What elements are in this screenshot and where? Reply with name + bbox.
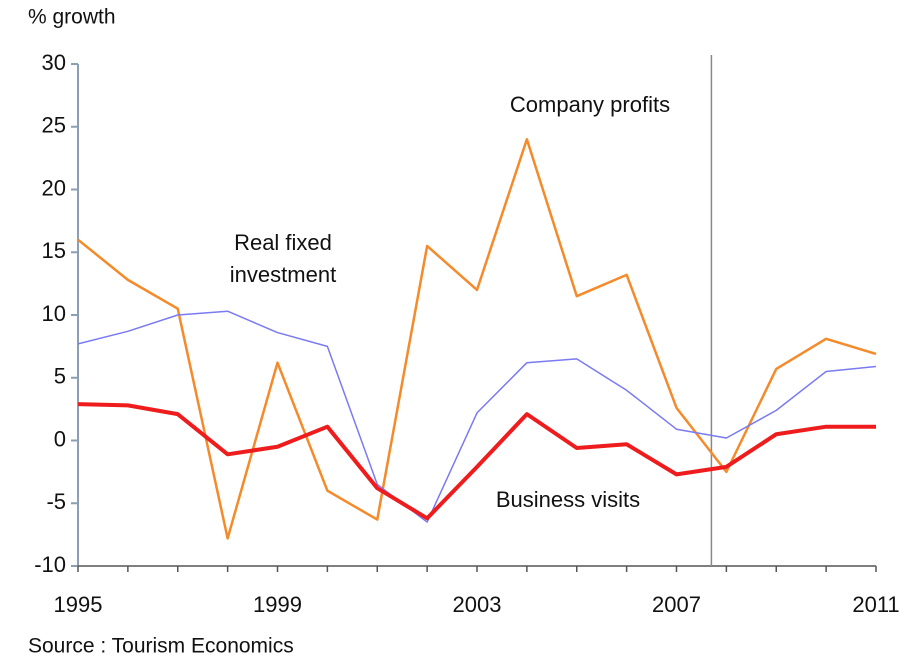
series-line — [77, 310, 877, 523]
x-tick-label: 2003 — [453, 592, 502, 617]
series-line — [77, 138, 877, 540]
y-tick-label: 5 — [54, 364, 66, 389]
annotation: Business visits — [495, 487, 641, 512]
series-line — [77, 402, 876, 521]
annotation: Real fixed investment — [229, 230, 337, 287]
y-tick-label: -5 — [46, 489, 66, 514]
x-tick-label: 2011 — [852, 592, 899, 617]
y-axis-label: % growth — [28, 6, 116, 29]
y-tick-label: 30 — [42, 50, 66, 75]
source: Source : Tourism Economics — [28, 635, 294, 658]
x-tick-label: 2007 — [652, 592, 701, 617]
y-tick-label: 10 — [42, 301, 66, 326]
y-tick-label: 0 — [54, 426, 66, 451]
y-tick-label: 20 — [42, 175, 66, 200]
y-tick-label: -10 — [34, 552, 66, 577]
y-tick-label: 15 — [42, 238, 66, 263]
annotation: Company profits — [509, 92, 671, 117]
y-tick-label: 25 — [42, 113, 66, 138]
x-tick-label: 1995 — [54, 592, 103, 617]
x-tick-label: 1999 — [253, 592, 302, 617]
